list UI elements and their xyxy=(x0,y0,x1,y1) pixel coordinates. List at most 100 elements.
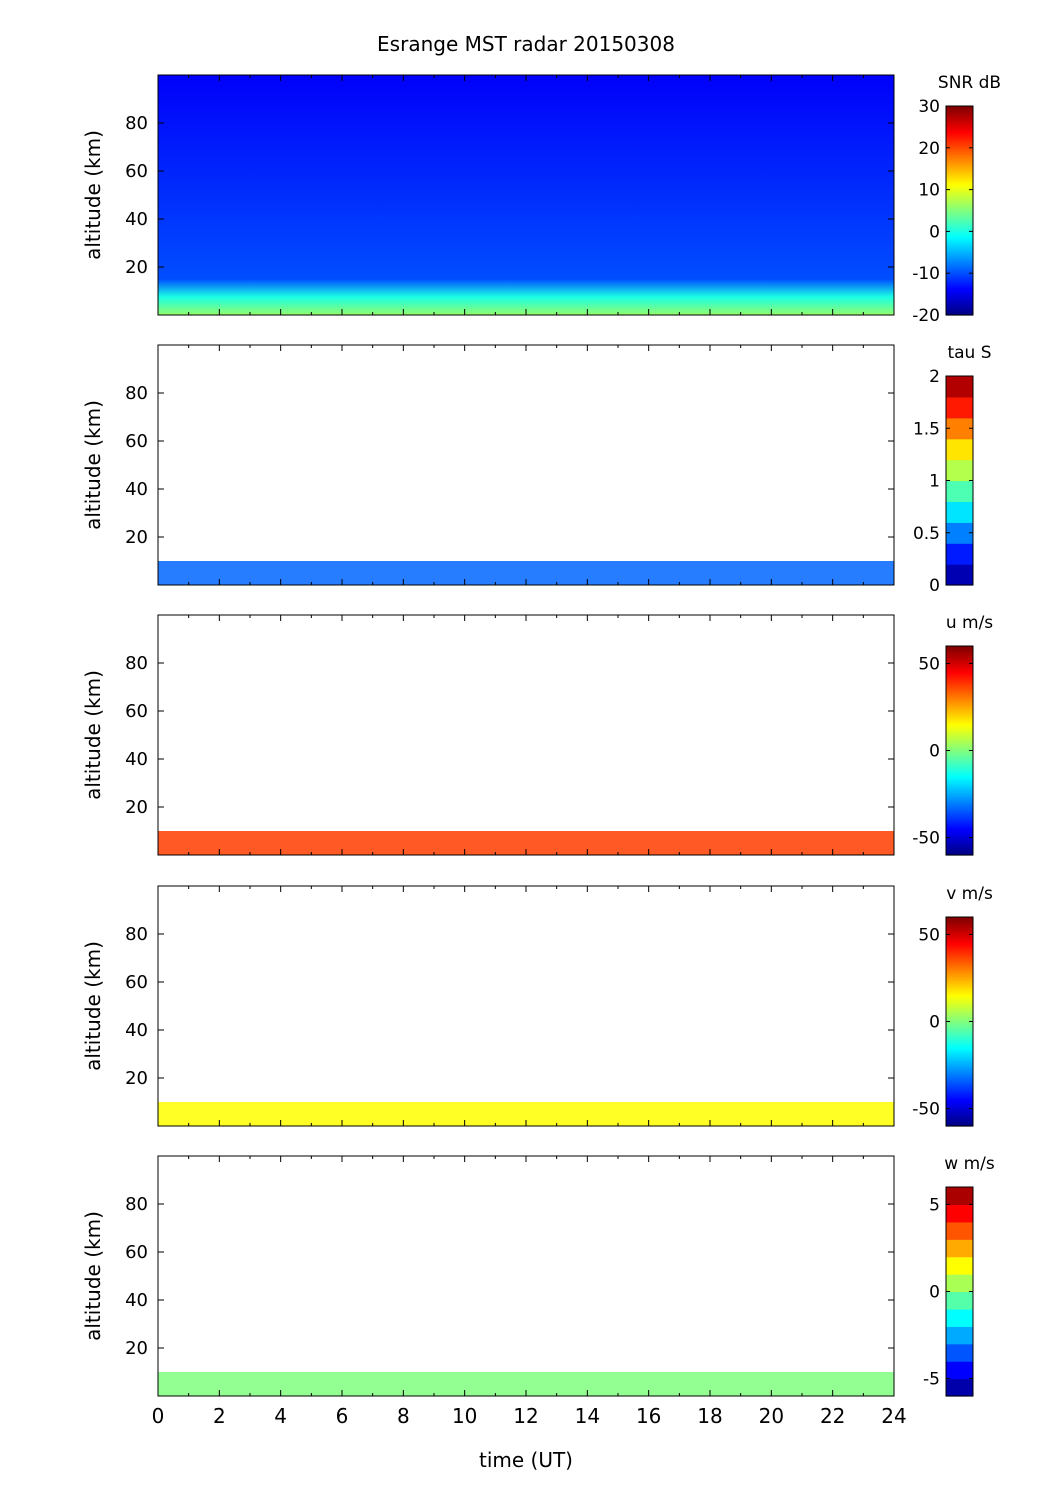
colorbar-segment xyxy=(946,1037,973,1040)
colorbar-segment xyxy=(946,1068,973,1071)
colorbar-segment xyxy=(946,376,973,398)
x-tick-label: 24 xyxy=(881,1404,906,1428)
colorbar-segment xyxy=(946,844,973,847)
colorbar-segment xyxy=(946,827,973,830)
colorbar-segment xyxy=(946,953,973,956)
x-tick-label: 16 xyxy=(636,1404,661,1428)
y-tick-label: 60 xyxy=(125,431,148,452)
colorbar-segment xyxy=(946,774,973,778)
colorbar-segment xyxy=(946,219,973,222)
colorbar-segment xyxy=(946,1021,973,1024)
colorbar-segment xyxy=(946,689,973,692)
colorbar-segment xyxy=(946,724,973,727)
colorbar-segment xyxy=(946,196,973,199)
colorbar-segment xyxy=(946,701,973,705)
colorbar-segment xyxy=(946,995,973,998)
colorbar-segment xyxy=(946,797,973,800)
colorbar-tick-label: 0 xyxy=(929,1013,940,1033)
colorbar-tick-label: 5 xyxy=(929,1195,940,1215)
colorbar-segment xyxy=(946,280,973,283)
colorbar-segment xyxy=(946,785,973,788)
colorbar-segment xyxy=(946,288,973,292)
y-tick-label: 20 xyxy=(125,797,148,818)
colorbar-segment xyxy=(946,1110,973,1113)
colorbar-segment xyxy=(946,951,973,955)
colorbar-segment xyxy=(946,830,973,833)
colorbar-segment xyxy=(946,1018,973,1021)
colorbar-segment xyxy=(946,853,973,856)
colorbar-segment xyxy=(946,1019,973,1023)
colorbar-segment xyxy=(946,125,973,128)
colorbar-segment xyxy=(946,950,973,953)
colorbar-segment xyxy=(946,652,973,656)
colorbar-segment xyxy=(946,682,973,685)
colorbar-segment xyxy=(946,925,973,929)
colorbar-segment xyxy=(946,1124,973,1127)
colorbar-segment xyxy=(946,231,973,234)
colorbar-segment xyxy=(946,281,973,285)
colorbar-segment xyxy=(946,146,973,149)
colorbar-tick-label: 10 xyxy=(918,181,940,201)
colorbar-segment xyxy=(946,957,973,960)
colorbar-segment xyxy=(946,1291,973,1310)
colorbar-segment xyxy=(946,240,973,243)
colorbar-tick-label: 0 xyxy=(929,576,940,596)
colorbar-segment xyxy=(946,1061,973,1064)
colorbar-segment xyxy=(946,1089,973,1092)
colorbar-segment xyxy=(946,294,973,297)
colorbar-segment xyxy=(946,708,973,712)
colorbar-segment xyxy=(946,173,973,177)
colorbar-segment xyxy=(946,941,973,944)
y-tick-label: 40 xyxy=(125,1290,148,1311)
colorbar-segment xyxy=(946,929,973,932)
colorbar-segment xyxy=(946,163,973,166)
colorbar-segment xyxy=(946,1030,973,1033)
colorbar-segment xyxy=(946,292,973,295)
y-tick-label: 60 xyxy=(125,972,148,993)
colorbar-tick-label: -5 xyxy=(923,1370,940,1390)
colorbar-segment xyxy=(946,767,973,771)
colorbar-segment xyxy=(946,776,973,779)
colorbar-segment xyxy=(946,720,973,724)
colorbar-tau: 0 0.5 1 1.5 2 tau S xyxy=(913,343,992,596)
colorbar-segment xyxy=(946,236,973,239)
colorbar-segment xyxy=(946,217,973,220)
colorbar-segment xyxy=(946,1082,973,1085)
colorbar-segment xyxy=(946,687,973,691)
colorbar-segment xyxy=(946,693,973,696)
colorbar-segment xyxy=(946,276,973,280)
x-tick-label: 18 xyxy=(697,1404,722,1428)
colorbar-segment xyxy=(946,946,973,949)
colorbar-segment xyxy=(946,1049,973,1052)
colorbar-segment xyxy=(946,918,973,922)
colorbar-segment xyxy=(946,156,973,159)
colorbar-segment xyxy=(946,788,973,792)
colorbar-segment xyxy=(946,116,973,119)
colorbar-segment xyxy=(946,673,973,677)
colorbar-segment xyxy=(946,997,973,1000)
colorbar-segment xyxy=(946,1066,973,1070)
colorbar-segment xyxy=(946,1077,973,1080)
colorbar-segment xyxy=(946,976,973,979)
colorbar-segment xyxy=(946,1023,973,1026)
y-axis-label: altitude (km) xyxy=(81,130,105,260)
colorbar-segment xyxy=(946,301,973,304)
colorbar-segment xyxy=(946,274,973,278)
colorbar-segment xyxy=(946,1009,973,1012)
colorbar-segment xyxy=(946,696,973,699)
colorbar-segment xyxy=(946,1094,973,1097)
colorbar-tick-label: -50 xyxy=(912,1100,940,1120)
colorbar-segment xyxy=(946,297,973,300)
panel-u: 20 40 60 80 altitude (km) -50 0 50 u m/s xyxy=(81,613,993,856)
colorbar-segment xyxy=(946,139,973,142)
y-axis-label: altitude (km) xyxy=(81,670,105,800)
colorbar-tick-label: 50 xyxy=(918,925,940,945)
colorbar-tick-label: 50 xyxy=(918,654,940,674)
colorbar-segment xyxy=(946,165,973,168)
colorbar-segment xyxy=(946,939,973,942)
colorbar-segment xyxy=(946,257,973,260)
colorbar-segment xyxy=(946,224,973,227)
colorbar-segment xyxy=(946,846,973,849)
colorbar-segment xyxy=(946,1274,973,1293)
